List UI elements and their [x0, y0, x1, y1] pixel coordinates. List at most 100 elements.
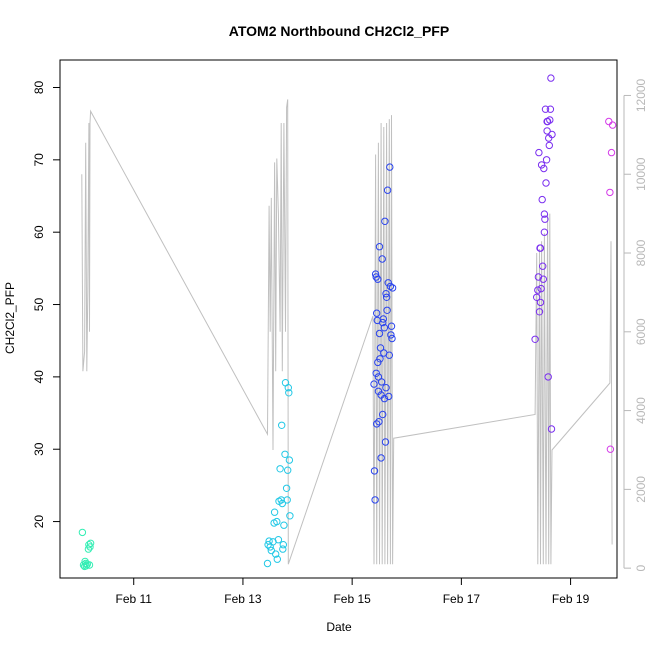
data-point	[386, 282, 395, 291]
data-point	[542, 179, 550, 187]
y-axis-right: 0 2000 4000 6000 8000 10000 12000	[623, 78, 648, 571]
y-tick-label: 80	[32, 80, 46, 94]
y2-tick-label: 4000	[634, 397, 648, 424]
data-point	[380, 324, 389, 332]
data-point	[285, 456, 294, 464]
data-point	[382, 293, 391, 301]
data-point	[547, 74, 555, 82]
data-point	[540, 210, 549, 218]
data-point	[78, 528, 87, 537]
data-point	[377, 454, 385, 462]
data-point	[86, 539, 95, 547]
data-point	[379, 318, 387, 327]
data-point	[370, 467, 379, 475]
data-point	[375, 418, 383, 426]
data-point	[373, 420, 381, 428]
data-point	[546, 105, 555, 113]
data-point	[383, 306, 391, 314]
data-point	[276, 465, 284, 473]
y-tick-label: 30	[32, 442, 46, 456]
data-point	[383, 186, 392, 194]
data-point	[531, 335, 539, 343]
data-point	[539, 275, 547, 283]
chart-title: ATOM2 Northbound CH2Cl2_PFP	[229, 23, 449, 39]
data-point	[378, 255, 386, 263]
data-point	[379, 315, 387, 323]
data-point	[373, 309, 381, 317]
secondary-series-line	[81, 99, 613, 565]
data-point	[280, 521, 288, 529]
data-point	[379, 410, 387, 419]
data-point	[375, 243, 384, 251]
data-point	[535, 148, 543, 157]
data-point	[85, 561, 94, 569]
y-tick-label: 40	[32, 370, 46, 384]
data-point	[540, 228, 549, 236]
data-point	[273, 517, 281, 526]
data-point	[263, 559, 272, 568]
data-point	[533, 293, 541, 301]
data-point	[284, 384, 292, 392]
data-point	[374, 373, 383, 381]
data-point	[286, 512, 294, 520]
data-point	[536, 298, 545, 307]
data-point	[386, 163, 394, 171]
data-point	[381, 438, 390, 446]
data-point	[541, 105, 550, 113]
points-layer	[78, 74, 617, 571]
data-point	[281, 450, 289, 458]
plot-box	[59, 59, 618, 579]
x-axis: Feb 11 Feb 13 Feb 15 Feb 17 Feb 19	[115, 578, 590, 606]
data-point	[545, 141, 553, 150]
data-point	[544, 373, 552, 381]
data-point	[384, 279, 392, 287]
data-point	[388, 334, 396, 343]
data-point	[382, 290, 390, 298]
data-point	[264, 541, 272, 549]
data-point	[371, 496, 379, 504]
data-point	[376, 355, 384, 363]
y-axis-label: CH2Cl2_PFP	[3, 282, 17, 354]
data-point	[279, 541, 287, 549]
data-point	[538, 195, 546, 204]
data-point	[534, 273, 543, 281]
data-point	[278, 421, 286, 429]
y-tick-label: 70	[32, 153, 46, 167]
y2-tick-label: 10000	[634, 157, 648, 191]
data-point	[537, 161, 546, 169]
y-axis-left: 20 30 40 50 60 70 80	[32, 80, 60, 528]
data-point	[372, 369, 380, 377]
data-point	[547, 425, 556, 433]
data-point	[541, 215, 549, 223]
y2-tick-label: 0	[634, 564, 648, 571]
data-point	[372, 273, 380, 281]
data-point	[606, 188, 614, 197]
data-point	[385, 392, 393, 401]
data-point	[535, 308, 544, 316]
y-tick-label: 60	[32, 225, 46, 239]
data-point	[539, 262, 547, 270]
data-point	[82, 559, 90, 568]
data-point	[380, 394, 389, 403]
data-point	[284, 466, 292, 474]
y2-tick-label: 6000	[634, 318, 648, 345]
data-point	[381, 217, 389, 226]
data-point	[283, 496, 291, 504]
data-point	[536, 244, 545, 252]
data-point	[278, 499, 286, 508]
y-tick-label: 50	[32, 298, 46, 312]
data-point	[608, 121, 617, 129]
data-point	[388, 284, 397, 292]
x-tick-label: Feb 19	[552, 592, 590, 606]
secondary-series-layer	[81, 99, 613, 565]
y2-tick-label: 8000	[634, 239, 648, 266]
data-point	[285, 389, 293, 397]
data-point	[370, 380, 378, 388]
x-axis-label: Date	[326, 620, 352, 634]
data-point	[375, 329, 384, 338]
data-point	[606, 445, 615, 453]
data-point	[282, 484, 291, 492]
x-tick-label: Feb 13	[224, 592, 262, 606]
